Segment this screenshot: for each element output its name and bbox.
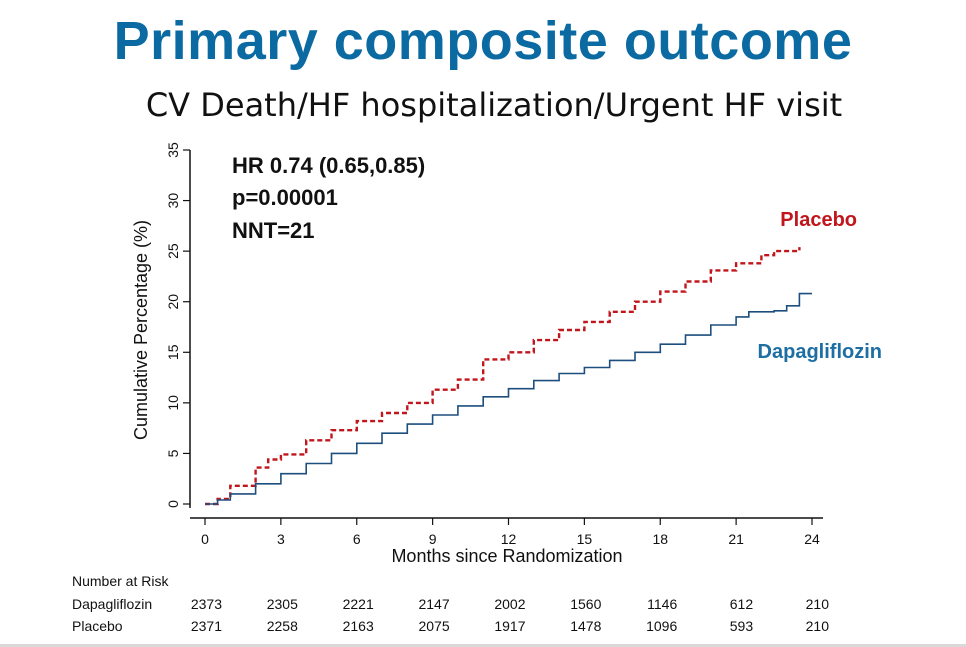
risk-cell: 2305 <box>267 596 298 612</box>
x-tick-label: 6 <box>353 531 361 547</box>
x-tick-label: 21 <box>728 531 744 547</box>
risk-cell: 2002 <box>494 596 525 612</box>
risk-table-title: Number at Risk <box>72 573 169 589</box>
risk-row-label: Dapagliflozin <box>72 596 152 612</box>
y-tick-label: 0 <box>165 500 181 508</box>
p-value-annotation: p=0.00001 <box>232 185 338 210</box>
x-tick-label: 15 <box>577 531 593 547</box>
y-tick-label: 20 <box>165 294 181 310</box>
risk-cell: 1478 <box>570 618 601 634</box>
slide-title: Primary composite outcome <box>113 11 853 71</box>
risk-table: Dapagliflozin 2373 2305 2221 2147 2002 1560 114… <box>72 596 829 634</box>
y-ticks: 0 5 10 15 20 25 30 35 <box>165 142 190 508</box>
legend-dapagliflozin: Dapagliflozin <box>758 341 882 363</box>
x-ticks: 0 3 6 9 12 15 18 21 24 <box>201 518 820 547</box>
risk-cell: 2258 <box>267 618 298 634</box>
x-tick-label: 0 <box>201 531 209 547</box>
risk-row-label: Placebo <box>72 618 123 634</box>
risk-cell: 612 <box>730 596 754 612</box>
series-line-placebo <box>205 247 801 506</box>
risk-cell: 1096 <box>646 618 677 634</box>
risk-cell: 2371 <box>191 618 222 634</box>
series-lines <box>205 247 812 506</box>
x-tick-label: 3 <box>277 531 285 547</box>
axes <box>189 150 823 519</box>
x-tick-label: 12 <box>501 531 517 547</box>
risk-cell: 2373 <box>191 596 222 612</box>
risk-cell: 1146 <box>647 596 677 612</box>
risk-cell: 2163 <box>343 618 374 634</box>
risk-cell: 593 <box>730 618 754 634</box>
y-tick-label: 25 <box>165 243 181 259</box>
x-tick-label: 24 <box>804 531 820 547</box>
hazard-ratio-annotation: HR 0.74 (0.65,0.85) <box>232 153 425 178</box>
risk-cell: 2075 <box>418 618 449 634</box>
x-tick-label: 9 <box>429 531 437 547</box>
slide-subtitle: CV Death/HF hospitalization/Urgent HF vi… <box>145 86 843 124</box>
risk-cell: 210 <box>806 618 830 634</box>
series-line-dapagliflozin <box>205 292 812 505</box>
x-tick-label: 18 <box>652 531 668 547</box>
risk-cell: 2147 <box>418 596 449 612</box>
x-axis-label: Months since Randomization <box>391 546 622 566</box>
y-tick-label: 35 <box>165 142 181 158</box>
risk-cell: 1560 <box>570 596 601 612</box>
risk-cell: 1917 <box>494 618 525 634</box>
risk-cell: 2221 <box>343 596 374 612</box>
risk-cell: 210 <box>806 596 830 612</box>
y-tick-label: 30 <box>165 193 181 209</box>
bottom-divider <box>0 644 966 647</box>
y-tick-label: 15 <box>165 344 181 360</box>
y-axis-label: Cumulative Percentage (%) <box>131 220 151 440</box>
y-tick-label: 10 <box>165 395 181 411</box>
legend-placebo: Placebo <box>780 209 857 231</box>
y-tick-label: 5 <box>165 449 181 457</box>
nnt-annotation: NNT=21 <box>232 218 315 243</box>
